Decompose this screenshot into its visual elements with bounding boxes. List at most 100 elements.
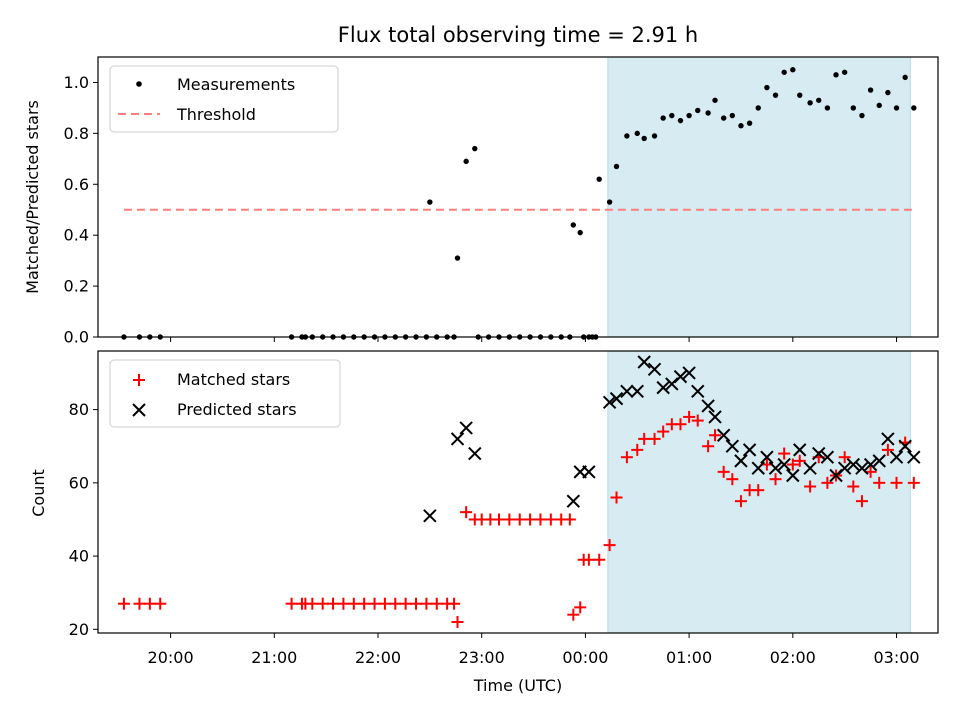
matched-star-point <box>638 432 651 445</box>
matched-star-point <box>143 597 156 610</box>
top-legend: Measurements Threshold <box>109 65 339 133</box>
matched-star-point <box>657 425 670 438</box>
measurement-point <box>902 74 908 81</box>
predicted-star-point <box>673 369 688 384</box>
x-tick-label: 22:00 <box>355 648 401 667</box>
predicted-star-point <box>820 450 835 464</box>
x-tick-label: 21:00 <box>251 648 297 667</box>
matched-star-point <box>513 513 526 526</box>
measurement-point <box>570 222 577 228</box>
y-tick-label: 0.8 <box>64 124 89 143</box>
matched-star-point <box>752 484 765 497</box>
matched-star-point <box>890 476 903 489</box>
predicted-star-point <box>812 446 826 461</box>
measurement-point <box>695 107 701 114</box>
predicted-star-point <box>701 399 715 413</box>
matched-star-point <box>793 454 806 467</box>
measurement-point <box>577 229 583 236</box>
matched-star-point <box>410 597 423 610</box>
y-tick-label: 0.4 <box>64 226 89 245</box>
predicted-star-point <box>708 410 722 424</box>
measurement-point <box>772 92 779 98</box>
predicted-star-point <box>566 494 581 508</box>
top-legend-box <box>109 65 339 133</box>
matched-star-point <box>368 597 381 610</box>
matched-star-point <box>154 597 167 610</box>
matched-star-point <box>544 513 557 526</box>
measurement-point <box>463 158 469 165</box>
top-plot-frame <box>97 56 939 338</box>
measurement-point <box>606 199 613 205</box>
matched-star-point <box>503 513 516 526</box>
matched-star-point <box>117 597 130 610</box>
x-axis-label: Time (UTC) <box>473 676 562 695</box>
measurement-point <box>807 100 813 106</box>
predicted-star-point <box>881 432 895 446</box>
matched-star-point <box>378 597 391 610</box>
matched-star-point <box>855 495 868 508</box>
matched-star-point <box>451 616 464 629</box>
x-tick-label: 01:00 <box>666 648 712 667</box>
predicted-star-point <box>459 421 473 435</box>
predicted-star-point <box>863 457 878 472</box>
legend-predicted-label: Predicted stars <box>177 400 297 419</box>
y-tick-label: 20 <box>69 620 89 639</box>
matched-star-point <box>524 513 537 526</box>
matched-star-point <box>683 410 696 423</box>
measurement-point <box>677 117 684 124</box>
y-tick-label: 60 <box>69 473 89 492</box>
predicted-star-point <box>803 461 817 475</box>
predicted-star-point <box>682 366 696 380</box>
matched-star-point <box>610 491 623 504</box>
bottom-panel: 20 40 60 80 20:00 21:00 22:00 23:00 00:00 01:00 0… <box>29 350 939 695</box>
measurement-point <box>720 115 727 121</box>
predicted-star-point <box>725 439 740 453</box>
predicted-star-point <box>907 450 921 464</box>
x-tick-label: 20:00 <box>148 648 194 667</box>
predicted-star-point <box>734 454 748 468</box>
measurement-point <box>841 69 848 75</box>
predicted-star-point <box>609 391 624 406</box>
predicted-star-point <box>620 384 634 398</box>
matched-star-point <box>648 432 661 445</box>
y-tick-label: 0.2 <box>64 277 89 296</box>
matched-star-point <box>534 513 547 526</box>
predicted-star-point <box>837 461 852 475</box>
matched-star-point <box>567 608 580 621</box>
y-tick-label: 0.0 <box>64 328 89 347</box>
y-tick-label: 1.0 <box>64 73 89 92</box>
bottom-legend-box <box>109 359 341 428</box>
predicted-star-point <box>793 443 807 457</box>
predicted-star-point <box>602 395 617 409</box>
measurement-point <box>816 97 822 103</box>
predicted-star-point <box>582 465 596 479</box>
predicted-star-point <box>846 457 861 472</box>
measurement-point <box>764 84 770 91</box>
matched-star-point <box>821 476 834 489</box>
measurement-point <box>790 67 796 73</box>
predicted-star-point <box>468 446 482 461</box>
matched-star-point <box>430 597 443 610</box>
matched-star-point <box>448 597 461 610</box>
matched-star-point <box>786 458 799 471</box>
bottom-y-axis-label: Count <box>29 469 48 517</box>
legend-measurements-label: Measurements <box>177 75 295 94</box>
measurement-point <box>824 105 831 111</box>
measurement-point <box>859 112 865 119</box>
predicted-star-point <box>637 355 651 369</box>
matched-star-point <box>778 447 791 460</box>
matched-star-point <box>734 495 747 508</box>
measurement-point <box>613 163 620 170</box>
x-tick-label: 02:00 <box>770 648 816 667</box>
matched-star-point <box>709 429 722 442</box>
measurement-point <box>867 87 874 93</box>
predicted-star-point <box>855 461 869 475</box>
y-tick-label: 40 <box>69 547 89 566</box>
predicted-star-point <box>768 461 783 475</box>
matched-star-point <box>620 451 633 464</box>
measurement-point <box>669 112 675 119</box>
matched-star-point <box>389 597 402 610</box>
legend-measurements-marker <box>136 81 142 87</box>
bottom-legend: Matched stars Predicted stars <box>109 359 341 428</box>
measurement-point <box>738 123 744 129</box>
